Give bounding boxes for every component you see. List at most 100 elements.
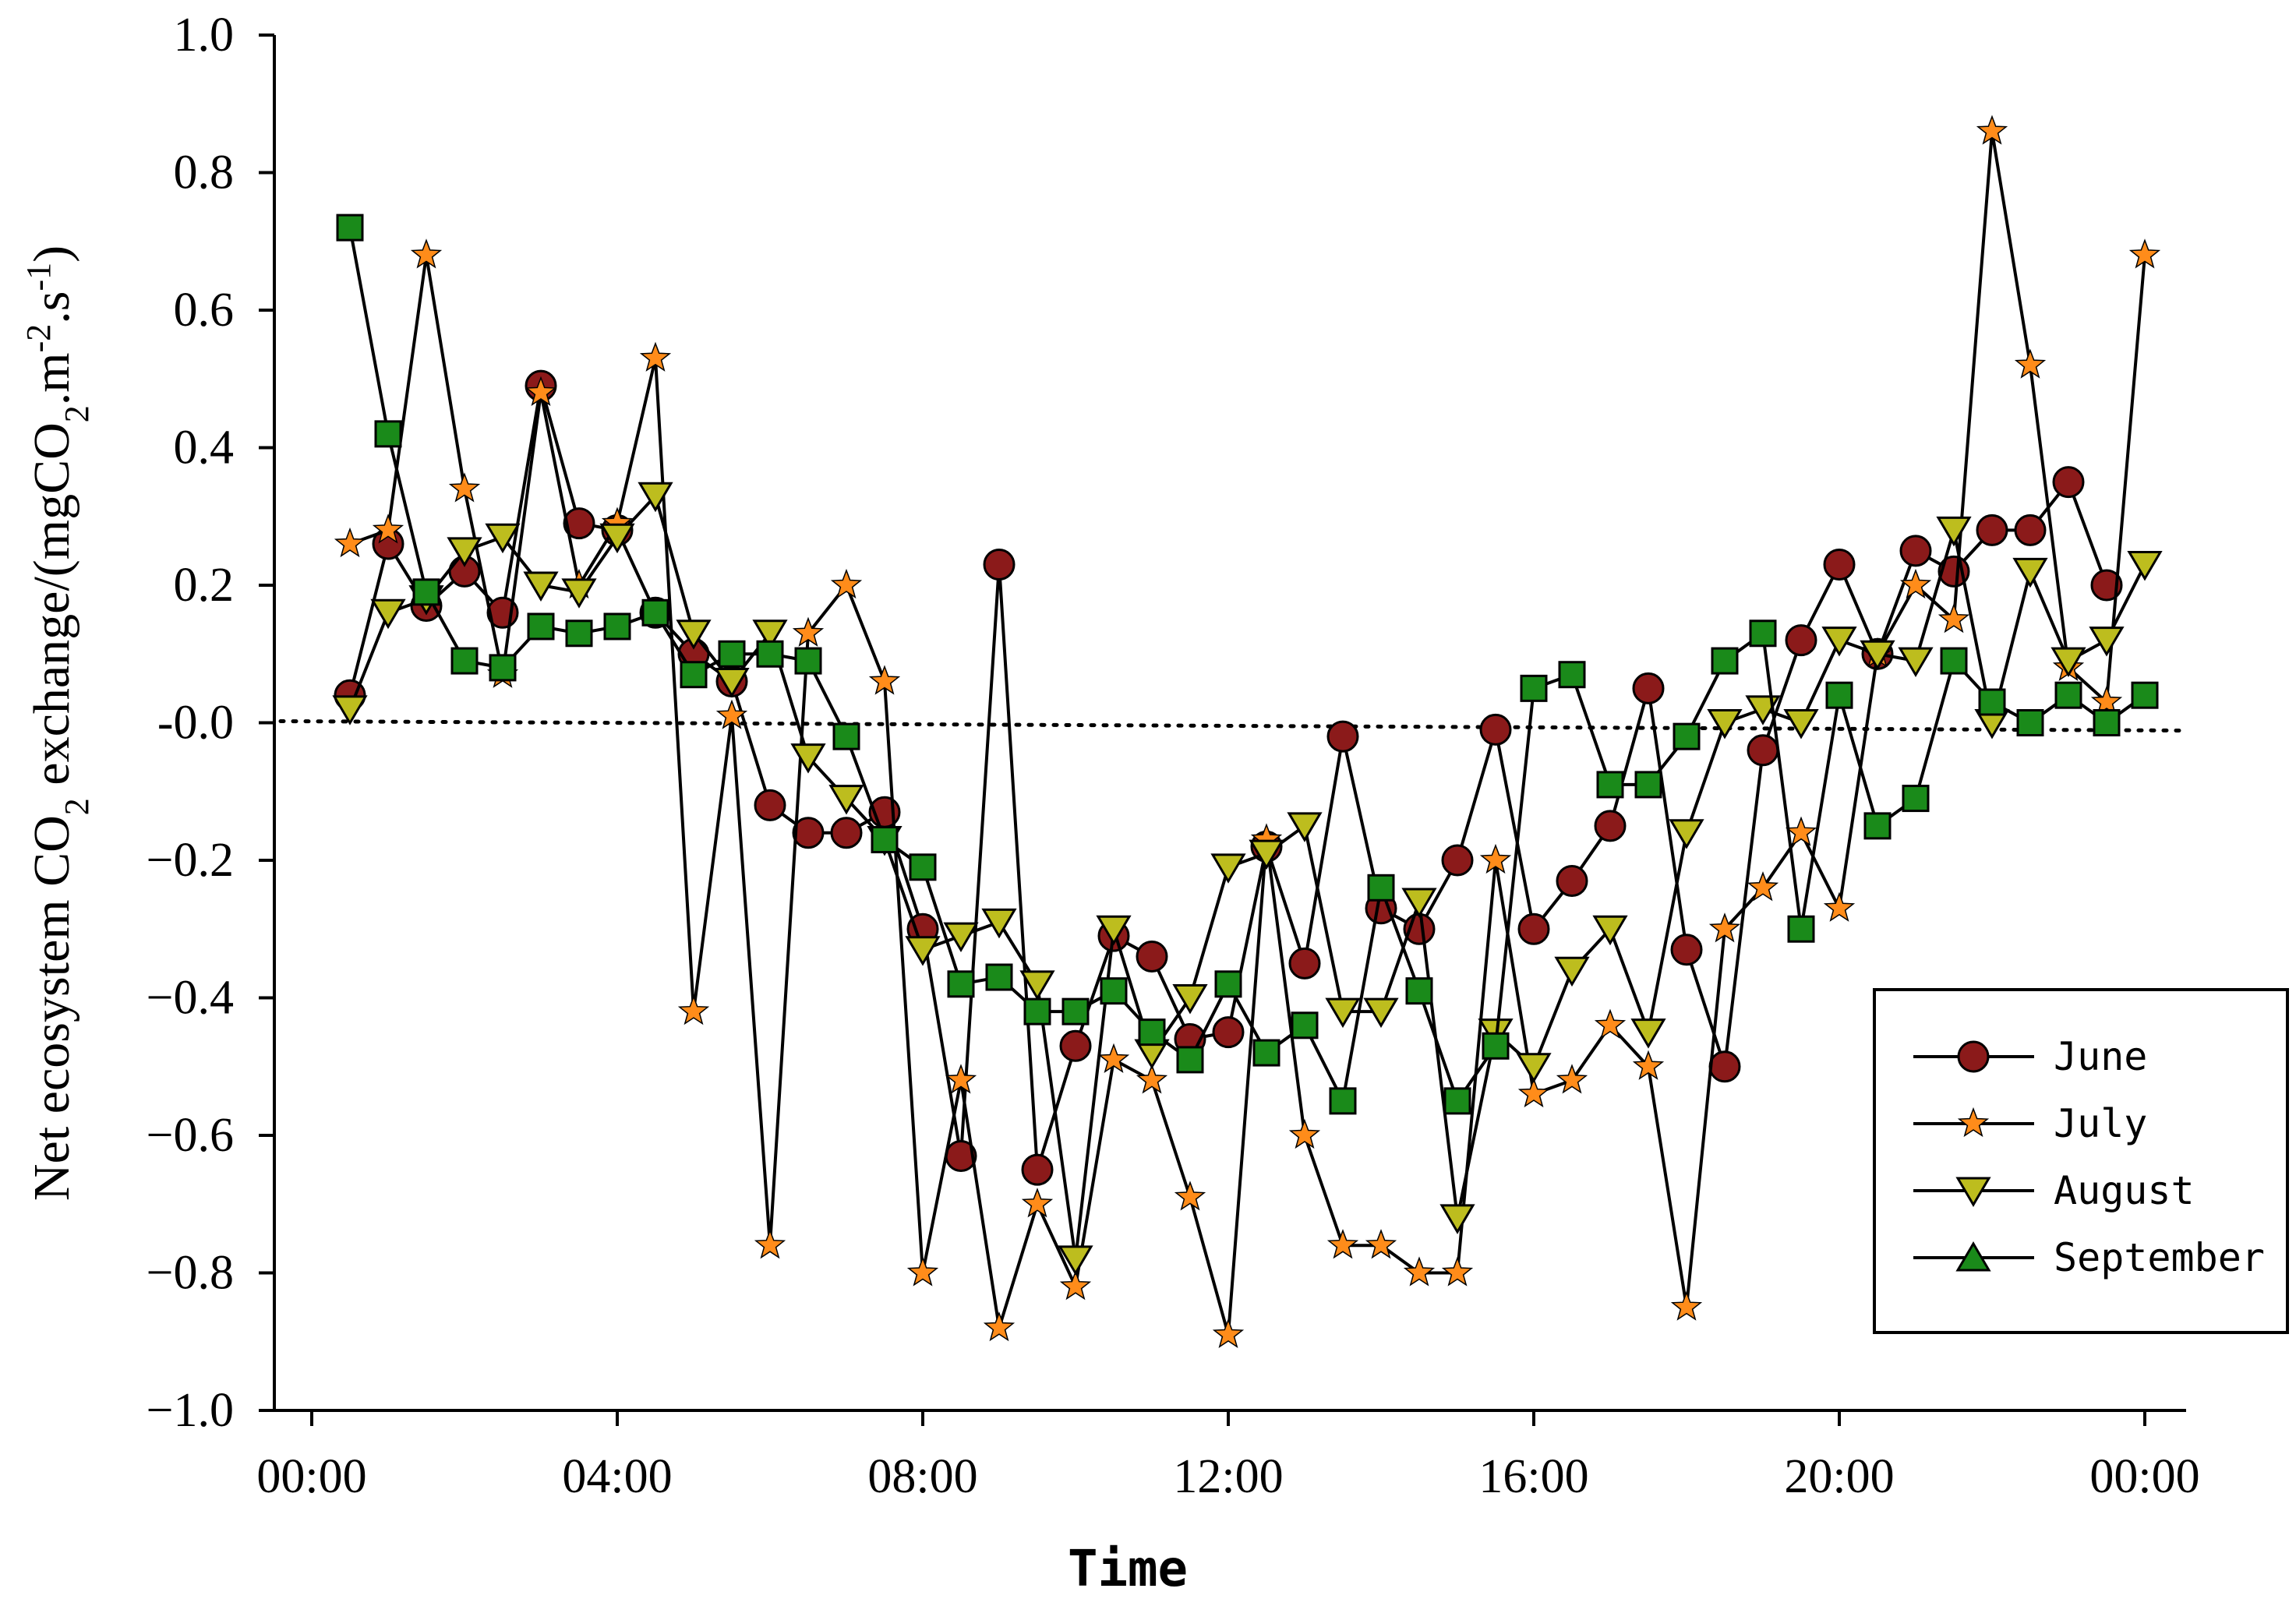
data-point-july — [2128, 238, 2161, 269]
data-point-september — [1252, 1039, 1280, 1067]
data-point-june — [1288, 947, 1321, 980]
legend-marker-july — [1957, 1107, 1990, 1138]
data-point-august — [1401, 888, 1437, 918]
y-tick-label: −0.4 — [147, 972, 234, 1025]
data-point-july — [1937, 602, 1970, 634]
legend: June July August September — [1873, 988, 2289, 1334]
data-point-september — [1978, 688, 2006, 716]
data-point-september — [1023, 997, 1051, 1025]
data-point-august — [2089, 627, 2125, 657]
data-point-july — [410, 238, 443, 269]
data-point-july — [945, 1064, 977, 1094]
x-tick-label: 16:00 — [1478, 1450, 1588, 1503]
data-point-august — [1363, 997, 1399, 1029]
y-tick-label: −1.0 — [147, 1384, 234, 1437]
data-point-july — [2014, 348, 2047, 379]
data-point-september — [1825, 681, 1853, 709]
data-point-august — [752, 619, 788, 650]
legend-box — [1873, 988, 2289, 1334]
data-point-june — [1212, 1016, 1245, 1049]
data-point-july — [372, 514, 404, 544]
legend-marker-june — [1957, 1040, 1990, 1073]
data-point-june — [2052, 466, 2085, 499]
x-tick-label: 04:00 — [562, 1450, 672, 1503]
legend-marker-august — [1955, 1177, 1991, 1207]
data-point-july — [1326, 1229, 1359, 1259]
data-point-august — [1936, 516, 1972, 547]
data-point-june — [1747, 734, 1779, 767]
data-point-august — [599, 523, 635, 554]
data-point-august — [1554, 956, 1590, 987]
data-point-june — [1059, 1029, 1092, 1062]
data-point-august — [523, 571, 559, 602]
data-point-june — [1899, 535, 1932, 567]
data-point-september — [1634, 771, 1662, 799]
data-point-july — [1785, 816, 1817, 846]
data-point-july — [639, 341, 672, 372]
data-point-august — [2127, 551, 2163, 581]
y-title-sub1: 2 — [58, 798, 96, 815]
data-point-september — [1291, 1011, 1319, 1040]
data-point-september — [1367, 874, 1395, 902]
legend-label-august: August — [2054, 1168, 2195, 1213]
data-point-september — [489, 654, 517, 682]
data-point-august — [1058, 1245, 1093, 1276]
data-point-june — [1823, 549, 1856, 581]
data-point-july — [792, 616, 825, 647]
data-point-july — [1136, 1064, 1168, 1094]
data-point-september — [2016, 709, 2044, 736]
data-point-august — [828, 785, 864, 815]
series-line-june — [348, 385, 2108, 1170]
data-point-august — [561, 578, 597, 609]
data-point-june — [563, 507, 595, 540]
data-point-july — [1021, 1188, 1054, 1218]
data-point-july — [906, 1256, 939, 1287]
data-point-july — [2090, 685, 2123, 716]
data-point-july — [715, 699, 748, 729]
data-point-june — [1479, 713, 1512, 746]
x-tick-label: 00:00 — [256, 1450, 366, 1503]
data-point-september — [412, 578, 440, 606]
data-point-september — [1863, 812, 1892, 840]
data-point-august — [1325, 997, 1361, 1029]
data-point-july — [754, 1229, 786, 1259]
data-point-september — [680, 661, 708, 689]
data-point-august — [1592, 915, 1628, 946]
legend-marker-september — [1955, 1241, 1991, 1272]
data-point-june — [754, 789, 786, 821]
data-point-august — [1287, 812, 1323, 842]
y-title-end: ) — [23, 245, 80, 263]
data-point-august — [2012, 557, 2048, 588]
data-point-june — [830, 817, 863, 849]
data-point-august — [370, 598, 406, 630]
data-point-july — [1556, 1064, 1588, 1094]
data-point-august — [1210, 853, 1246, 884]
data-point-july — [1288, 1118, 1321, 1149]
data-point-september — [1520, 674, 1548, 702]
x-tick-label: 20:00 — [1784, 1450, 1894, 1503]
data-point-july — [1212, 1318, 1245, 1349]
data-point-september — [2093, 709, 2121, 736]
data-point-september — [1558, 661, 1586, 689]
data-point-july — [983, 1311, 1016, 1342]
data-point-september — [1100, 977, 1128, 1005]
data-point-june — [1976, 514, 2008, 546]
data-point-july — [1976, 115, 2008, 145]
zero-reference-line — [278, 719, 2185, 732]
data-point-july — [1708, 912, 1741, 943]
y-tick-label: −0.6 — [147, 1109, 234, 1162]
x-ticks: 00:00 04:00 08:00 12:00 16:00 20:00 00:00 — [256, 1410, 2200, 1503]
data-point-june — [983, 549, 1016, 581]
data-point-july — [1899, 568, 1932, 599]
data-point-july — [830, 568, 863, 599]
data-point-august — [332, 695, 368, 725]
y-tick-label: 0.4 — [174, 422, 235, 475]
legend-label-july: July — [2054, 1101, 2147, 1146]
series-july — [334, 115, 2161, 1349]
data-point-august — [2051, 647, 2086, 678]
data-point-september — [2131, 681, 2159, 709]
data-point-june — [1136, 941, 1168, 973]
x-tick-label: 12:00 — [1173, 1450, 1283, 1503]
legend-label-september: September — [2054, 1235, 2265, 1280]
data-point-july — [1517, 1077, 1550, 1108]
